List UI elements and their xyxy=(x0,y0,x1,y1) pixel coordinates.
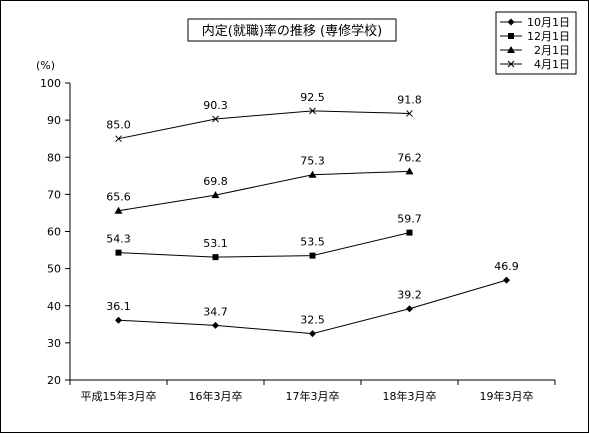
data-label-0-3: 39.2 xyxy=(397,289,422,302)
data-label-2-2: 75.3 xyxy=(300,155,325,168)
y-tick-label: 30 xyxy=(47,337,61,350)
data-label-2-0: 65.6 xyxy=(106,191,131,204)
series-line-1 xyxy=(118,232,410,258)
data-point-1-3 xyxy=(406,229,413,236)
title-frame xyxy=(187,18,397,42)
legend-entry-3: 4月1日 xyxy=(534,58,570,71)
legend-marker-3 xyxy=(507,60,515,68)
data-point-2-2 xyxy=(308,170,317,178)
x-tick-label: 17年3月卒 xyxy=(286,389,340,403)
data-label-0-2: 32.5 xyxy=(300,314,325,327)
data-point-0-3 xyxy=(406,305,413,313)
data-point-0-1 xyxy=(212,321,219,329)
x-tick-label: 19年3月卒 xyxy=(480,389,534,403)
data-point-3-2 xyxy=(309,107,316,115)
data-label-3-2: 92.5 xyxy=(300,91,325,104)
y-tick-label: 50 xyxy=(47,263,61,276)
data-label-3-1: 90.3 xyxy=(203,99,228,112)
data-point-0-4 xyxy=(503,276,510,284)
legend-entry-0: 10月1日 xyxy=(527,16,570,29)
data-label-1-0: 54.3 xyxy=(106,233,131,246)
data-point-2-3 xyxy=(405,167,414,175)
legend-entry-2: 2月1日 xyxy=(534,44,570,57)
data-label-0-1: 34.7 xyxy=(203,305,228,318)
y-tick-label: 90 xyxy=(47,114,61,127)
data-label-1-3: 59.7 xyxy=(397,213,422,226)
chart-title: 内定(就職)率の推移 (専修学校) xyxy=(202,23,382,39)
x-tick-label: 平成15年3月卒 xyxy=(81,389,157,403)
data-label-1-2: 53.5 xyxy=(300,236,325,249)
chart-title-box: 内定(就職)率の推移 (専修学校) xyxy=(187,18,397,42)
data-label-0-4: 46.9 xyxy=(494,260,519,273)
y-tick-label: 70 xyxy=(47,188,61,201)
data-point-0-2 xyxy=(309,330,316,338)
data-point-2-0 xyxy=(114,206,123,214)
legend-entry-1: 12月1日 xyxy=(527,30,570,43)
y-tick-label: 60 xyxy=(47,226,61,239)
x-tick-label: 16年3月卒 xyxy=(189,389,243,403)
data-point-3-1 xyxy=(212,115,219,123)
data-label-3-3: 91.8 xyxy=(397,93,422,106)
data-label-0-0: 36.1 xyxy=(106,300,131,313)
legend-marker-0 xyxy=(507,18,515,26)
y-axis-unit-label: (%) xyxy=(36,59,55,72)
x-tick-label: 18年3月卒 xyxy=(383,389,437,403)
data-label-2-1: 69.8 xyxy=(203,175,228,188)
data-point-2-1 xyxy=(211,191,220,199)
series-line-2 xyxy=(118,170,410,212)
y-tick-label: 20 xyxy=(47,374,61,387)
legend-marker-2 xyxy=(507,46,515,53)
data-point-0-0 xyxy=(115,316,122,324)
y-tick-label: 40 xyxy=(47,300,61,313)
y-tick-label: 100 xyxy=(40,77,61,90)
data-point-3-3 xyxy=(406,110,413,117)
data-label-3-0: 85.0 xyxy=(106,119,131,132)
data-point-1-2 xyxy=(309,252,316,259)
series-line-3 xyxy=(118,110,410,140)
data-label-1-1: 53.1 xyxy=(203,237,228,250)
data-point-1-1 xyxy=(212,254,219,261)
data-point-3-0 xyxy=(115,135,122,143)
y-tick-label: 80 xyxy=(47,151,61,164)
data-point-1-0 xyxy=(115,249,122,256)
legend-marker-1 xyxy=(508,33,514,39)
data-label-2-3: 76.2 xyxy=(397,151,422,164)
